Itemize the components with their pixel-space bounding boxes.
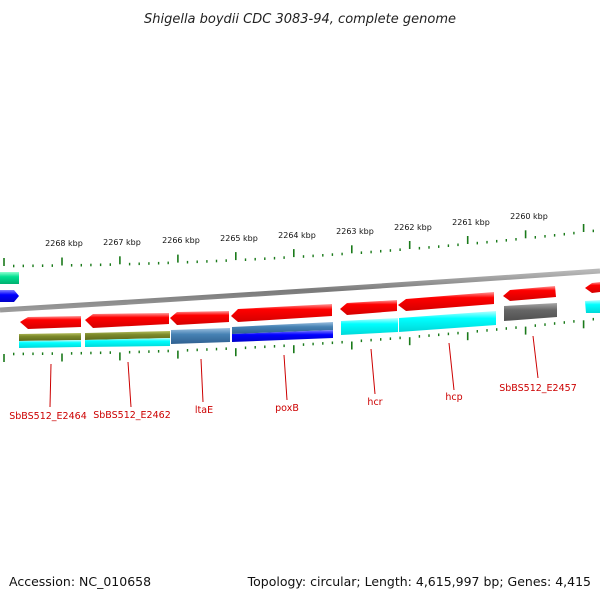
scale-ticks-bottom bbox=[3, 317, 594, 362]
leader-line bbox=[370, 348, 376, 395]
gene-label-hcp: hcp bbox=[445, 392, 462, 403]
leader-line bbox=[127, 361, 132, 408]
scale-label: 2267 kbp bbox=[103, 238, 141, 247]
gene-label-sbbs512-e2464: SbBS512_E2464 bbox=[9, 411, 87, 422]
gene-label-sbbs512-e2462: SbBS512_E2462 bbox=[93, 410, 171, 421]
feature-bar-cyan-4 bbox=[399, 311, 496, 332]
scale-ticks-top bbox=[3, 224, 594, 268]
feature-bar-cyan-1 bbox=[19, 340, 81, 348]
feature-bar-olive-1 bbox=[19, 333, 81, 341]
partial-green-feature bbox=[0, 272, 19, 284]
gene-arrows bbox=[20, 282, 600, 329]
gene-arrow-sbbs512-e2457 bbox=[503, 286, 556, 301]
gene-label-hcr: hcr bbox=[367, 397, 382, 408]
gene-arrow-ltae bbox=[170, 311, 229, 325]
label-leaders bbox=[49, 335, 539, 408]
scale-labels: 2268 kbp 2267 kbp 2266 kbp 2265 kbp 2264… bbox=[45, 212, 548, 248]
partial-blue-feature bbox=[0, 290, 19, 302]
leader-line bbox=[448, 342, 455, 391]
scale-label: 2266 kbp bbox=[162, 236, 200, 245]
scale-label: 2263 kbp bbox=[336, 227, 374, 236]
gene-arrow-sbbs512-e2462 bbox=[85, 313, 169, 328]
feature-track-lower bbox=[19, 300, 600, 348]
accession-text: Accession: NC_010658 bbox=[9, 574, 152, 589]
feature-bar-cyan-partial bbox=[585, 300, 600, 313]
scale-label: 2264 kbp bbox=[278, 231, 316, 240]
topology-text: Topology: circular; Length: 4,615,997 bp… bbox=[247, 574, 591, 589]
feature-bar-cyan-2 bbox=[85, 338, 170, 347]
gene-arrow-partial-right bbox=[585, 282, 600, 293]
feature-bar-cyan-3 bbox=[341, 318, 398, 335]
gene-labels: SbBS512_E2464 SbBS512_E2462 ltaE poxB hc… bbox=[9, 383, 577, 422]
feature-track-upper bbox=[0, 272, 19, 302]
leader-line bbox=[532, 335, 539, 379]
genome-backbone bbox=[0, 268, 600, 313]
gene-arrow-hcr bbox=[340, 300, 397, 315]
gene-label-ltae: ltaE bbox=[195, 405, 213, 416]
gene-label-sbbs512-e2457: SbBS512_E2457 bbox=[499, 383, 577, 394]
scale-label: 2260 kbp bbox=[510, 212, 548, 221]
scale-label: 2268 kbp bbox=[45, 239, 83, 248]
leader-line bbox=[200, 358, 204, 403]
leader-line bbox=[283, 354, 288, 401]
feature-bar-blue-1 bbox=[232, 330, 333, 342]
feature-bar-olive-2 bbox=[85, 331, 170, 340]
scale-label: 2261 kbp bbox=[452, 218, 490, 227]
feature-bar-gray-1 bbox=[504, 303, 557, 321]
feature-bar-steel-1 bbox=[171, 328, 230, 344]
gene-arrow-poxb bbox=[231, 304, 332, 322]
leader-line bbox=[49, 363, 52, 408]
gene-arrow-sbbs512-e2464 bbox=[20, 316, 81, 329]
scale-label: 2265 kbp bbox=[220, 234, 258, 243]
scale-label: 2262 kbp bbox=[394, 223, 432, 232]
map-title: Shigella boydii CDC 3083-94, complete ge… bbox=[144, 12, 456, 27]
gene-arrow-hcp bbox=[398, 292, 494, 311]
gene-label-poxb: poxB bbox=[275, 403, 299, 414]
